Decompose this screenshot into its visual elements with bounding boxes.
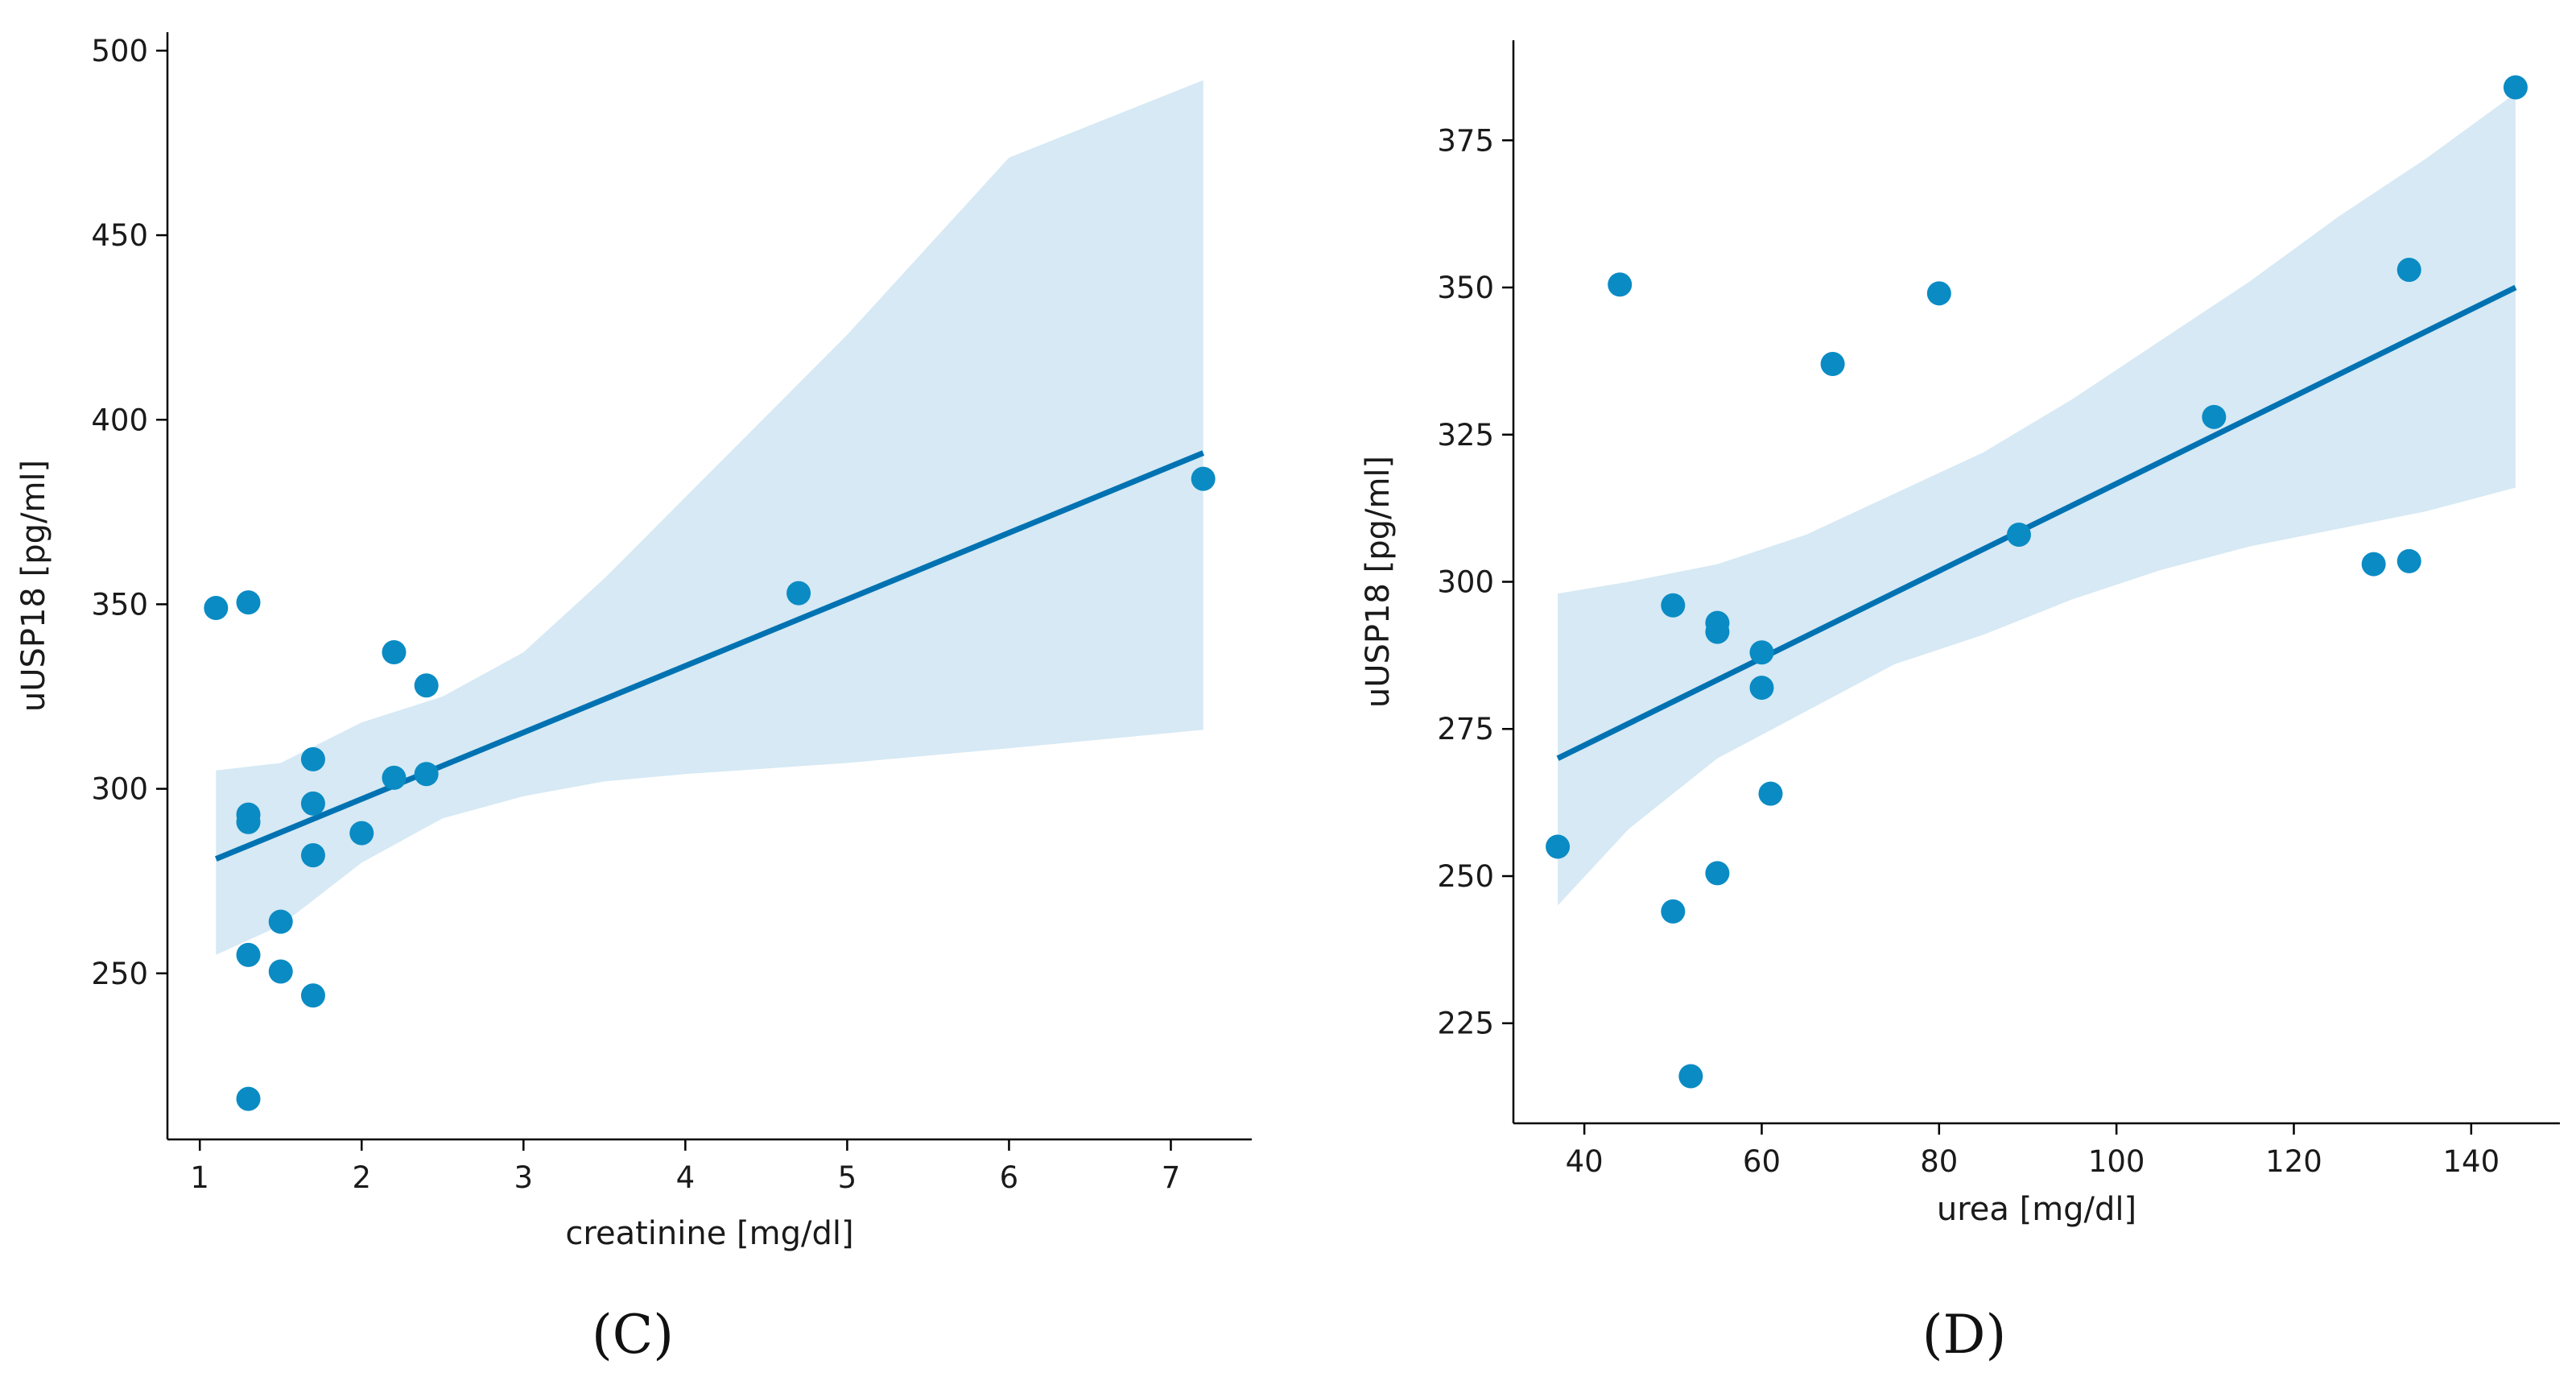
d-x-tick-label-0: 40: [1566, 1144, 1604, 1179]
c-panel-label: (C): [592, 1304, 674, 1366]
d-regression-line: [1556, 284, 2517, 761]
c-data-point-12: [349, 821, 374, 846]
d-y-tick-label-3: 300: [1437, 565, 1494, 600]
c-y-tick-label-3: 400: [91, 403, 148, 437]
d-data-point-12: [1926, 281, 1951, 306]
c-x-tick-label-1: 2: [352, 1160, 371, 1195]
c-confidence-band: [216, 80, 1203, 955]
c-data-point-3: [236, 809, 261, 834]
d-y-tick-label-2: 275: [1437, 712, 1494, 746]
d-x-tick-label-2: 80: [1920, 1144, 1958, 1179]
d-data-point-6: [1705, 619, 1730, 644]
d-data-point-7: [1705, 861, 1730, 886]
c-data-point-7: [268, 959, 293, 984]
d-y-tick-label-0: 225: [1437, 1007, 1494, 1041]
d-y-tick-label-6: 375: [1437, 123, 1494, 158]
d-y-axis-label: uUSP18 [pg/ml]: [1360, 456, 1397, 708]
d-data-point-0: [1546, 834, 1571, 859]
d-confidence-band: [1558, 93, 2516, 906]
d-x-axis-label: urea [mg/dl]: [1937, 1191, 2136, 1228]
d-panel-label: (D): [1922, 1304, 2006, 1366]
c-x-tick-label-6: 7: [1162, 1160, 1181, 1195]
panel-c-chart: 1 2 3 4 5 6 7 250 300 350 400 450 500 creatinine [mg/…: [15, 32, 1252, 1366]
c-regression-line: [214, 450, 1205, 862]
d-x-tick-label-1: 60: [1743, 1144, 1781, 1179]
d-y-tick-label-5: 350: [1437, 271, 1494, 305]
c-y-tick-label-0: 250: [91, 957, 148, 991]
d-data-point-1: [1608, 272, 1633, 297]
c-data-point-17: [786, 581, 811, 606]
d-data-point-10: [1758, 781, 1783, 806]
c-data-point-15: [414, 673, 439, 698]
c-data-point-11: [300, 983, 325, 1008]
c-y-tick-label-4: 450: [91, 218, 148, 253]
c-data-point-18: [1191, 466, 1216, 491]
panel-d-chart: 40 60 80 100 120 140 225 250 275 300 325 350 375 urea…: [1360, 40, 2560, 1366]
d-y-tick-label-1: 250: [1437, 859, 1494, 894]
c-data-point-13: [382, 640, 407, 664]
c-data-point-5: [236, 1086, 261, 1111]
c-y-tick-label-1: 300: [91, 772, 148, 807]
c-data-point-0: [204, 596, 229, 620]
c-x-tick-label-4: 5: [838, 1160, 857, 1195]
d-data-point-9: [1749, 676, 1774, 701]
c-data-point-14: [382, 765, 407, 790]
d-data-point-17: [2396, 258, 2421, 283]
d-data-point-16: [2396, 548, 2421, 573]
d-data-point-18: [2503, 75, 2528, 100]
c-x-tick-label-0: 1: [190, 1160, 209, 1195]
d-data-point-2: [1661, 593, 1686, 618]
c-y-axis-label: uUSP18 [pg/ml]: [15, 460, 52, 712]
d-data-point-14: [2202, 404, 2227, 429]
c-x-axis-label: creatinine [mg/dl]: [565, 1215, 853, 1252]
c-data-point-10: [300, 843, 325, 868]
c-x-tick-label-2: 3: [514, 1160, 534, 1195]
d-x-tick-label-4: 120: [2265, 1144, 2322, 1179]
c-x-tick-label-5: 6: [1000, 1160, 1019, 1195]
d-x-tick-label-5: 140: [2443, 1144, 2500, 1179]
d-data-point-3: [1661, 899, 1686, 924]
c-x-tick-label-3: 4: [676, 1160, 696, 1195]
c-data-point-16: [414, 762, 439, 787]
c-data-point-4: [236, 942, 261, 967]
c-data-point-6: [268, 909, 293, 934]
d-data-point-4: [1678, 1064, 1703, 1089]
c-y-tick-label-2: 350: [91, 587, 148, 622]
d-x-tick-label-3: 100: [2088, 1144, 2145, 1179]
c-data-point-1: [236, 590, 261, 615]
d-data-point-8: [1749, 640, 1774, 665]
c-data-point-9: [300, 791, 325, 816]
d-data-point-15: [2361, 552, 2386, 577]
d-data-point-11: [1820, 352, 1845, 377]
c-data-point-8: [300, 746, 325, 771]
d-data-point-13: [2006, 523, 2031, 548]
c-y-tick-label-5: 500: [91, 34, 148, 68]
d-y-tick-label-4: 325: [1437, 418, 1494, 453]
